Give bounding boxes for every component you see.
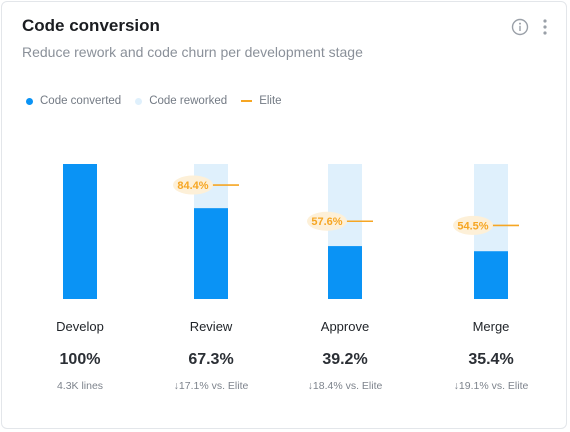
elite-label-bg-approve — [307, 211, 347, 231]
stage-value: 35.4% — [468, 351, 514, 368]
legend-item-converted[interactable]: Code converted — [26, 95, 121, 107]
bar-reworked-merge — [474, 164, 508, 252]
stage-subtext: ↓18.4% vs. Elite — [307, 380, 383, 392]
elite-label-approve: 57.6% — [311, 216, 342, 228]
legend-reworked-swatch — [135, 97, 143, 105]
card-subtitle: Reduce rework and code churn per develop… — [22, 44, 363, 60]
stage-value: 39.2% — [322, 351, 368, 368]
info-circle-icon[interactable] — [511, 18, 529, 36]
stage-subtext: 4.3K lines — [56, 380, 104, 392]
legend-converted-swatch — [26, 97, 33, 105]
bar-converted-develop — [63, 164, 97, 299]
stage-name: Develop — [56, 319, 104, 334]
stage-approve: Approve 39.2% ↓18.4% vs. Elite — [290, 319, 400, 392]
stage-value: 100% — [59, 351, 101, 368]
elite-label-bg-merge — [453, 215, 493, 235]
stage-name: Review — [189, 319, 233, 334]
stage-merge: Merge 35.4% ↓19.1% vs. Elite — [436, 319, 546, 392]
stage-value: 67.3% — [188, 351, 234, 368]
legend-item-elite[interactable]: Elite — [241, 95, 282, 107]
bar-converted-merge — [474, 251, 508, 299]
elite-label-review: 84.4% — [177, 180, 208, 192]
elite-label-bg-review — [173, 175, 213, 195]
legend-elite-label: Elite — [259, 95, 282, 107]
vertical-ellipsis-icon[interactable] — [538, 18, 552, 36]
bar-reworked-approve — [328, 164, 362, 247]
legend-elite-swatch — [241, 100, 253, 102]
stage-subtext: ↓19.1% vs. Elite — [453, 380, 529, 392]
legend-reworked-label: Code reworked — [149, 95, 228, 107]
stage-review: Review 67.3% ↓17.1% vs. Elite — [156, 319, 266, 392]
legend-converted-label: Code converted — [40, 95, 122, 107]
elite-label-merge: 54.5% — [457, 220, 488, 232]
legend-item-reworked[interactable]: Code reworked — [135, 95, 227, 107]
bar-converted-review — [194, 208, 228, 299]
stage-name: Approve — [320, 319, 370, 334]
stage-name: Merge — [472, 319, 510, 334]
chart-legend: Code converted Code reworked Elite — [26, 95, 296, 107]
stage-subtext: ↓17.1% vs. Elite — [173, 380, 249, 392]
bar-converted-approve — [328, 246, 362, 299]
stage-develop: Develop 100% 4.3K lines — [25, 319, 135, 392]
card-title: Code conversion — [22, 16, 160, 35]
